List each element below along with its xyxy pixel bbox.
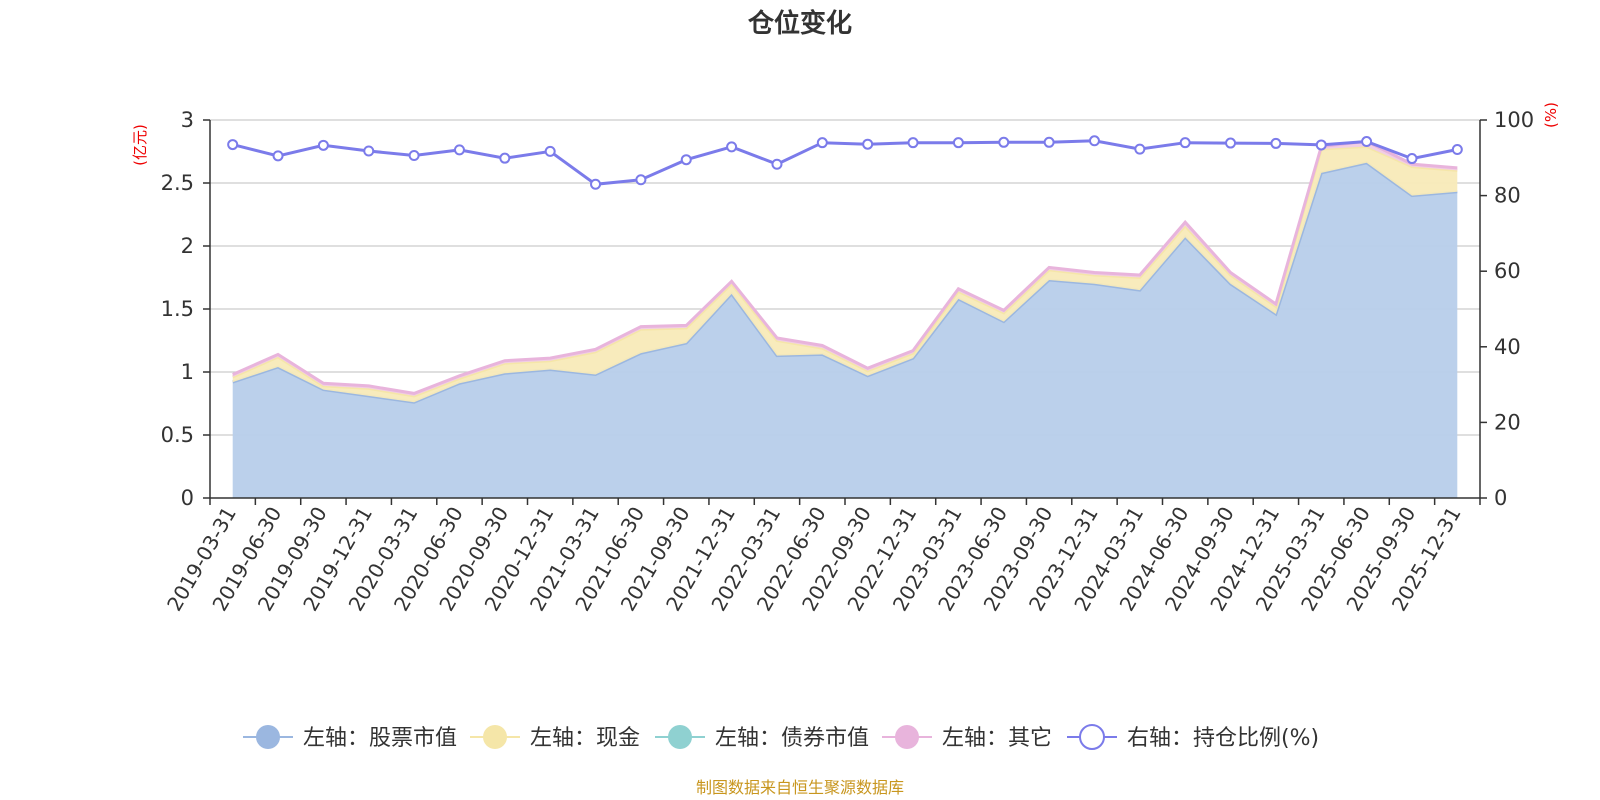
ratio-point xyxy=(952,137,964,149)
left-tick-label: 1.5 xyxy=(161,297,194,321)
ratio-series xyxy=(227,135,1463,190)
ratio-point xyxy=(272,150,284,162)
ratio-point xyxy=(544,145,556,157)
ratio-point xyxy=(907,137,919,149)
ratio-point xyxy=(1043,136,1055,148)
ratio-point xyxy=(317,139,329,151)
legend-marker-2 xyxy=(668,725,692,749)
ratio-point xyxy=(227,139,239,151)
source-note: 制图数据来自恒生聚源数据库 xyxy=(696,778,904,797)
ratio-point xyxy=(363,145,375,157)
ratio-point xyxy=(1179,137,1191,149)
legend-marker-4 xyxy=(1079,724,1105,750)
left-tick-label: 3 xyxy=(181,108,194,132)
area-series xyxy=(232,139,1458,499)
ratio-point xyxy=(1270,137,1282,149)
ratio-point xyxy=(771,158,783,170)
ratio-point xyxy=(1451,143,1463,155)
left-tick-label: 0 xyxy=(181,486,194,510)
legend-marker-0 xyxy=(256,725,280,749)
ratio-point xyxy=(453,144,465,156)
x-axis-ticks: 2019-03-312019-06-302019-09-302019-12-31… xyxy=(162,498,1481,615)
left-axis-unit: (亿元) xyxy=(131,124,149,166)
right-tick-label: 40 xyxy=(1494,335,1521,359)
legend-label-2: 左轴：债券市值 xyxy=(715,726,869,751)
legend-label-3: 左轴：其它 xyxy=(942,726,1052,751)
left-tick-label: 1 xyxy=(181,360,194,384)
ratio-point xyxy=(1315,139,1327,151)
right-tick-label: 20 xyxy=(1494,410,1521,434)
left-axis-ticks: 0 0.5 1 1.5 2 2.5 3 xyxy=(161,108,210,510)
legend-label-1: 左轴：现金 xyxy=(530,726,640,751)
legend-marker-1 xyxy=(483,725,507,749)
ratio-point xyxy=(998,136,1010,148)
right-tick-label: 60 xyxy=(1494,259,1521,283)
ratio-point xyxy=(635,174,647,186)
ratio-point xyxy=(862,138,874,150)
area-line-3 xyxy=(232,139,1458,395)
ratio-point xyxy=(1406,153,1418,165)
left-tick-label: 2.5 xyxy=(161,171,194,195)
left-tick-label: 0.5 xyxy=(161,423,194,447)
legend-label-4: 右轴：持仓比例(%) xyxy=(1127,726,1319,751)
area-0 xyxy=(232,162,1458,499)
ratio-point xyxy=(499,152,511,164)
left-tick-label: 2 xyxy=(181,234,194,258)
ratio-line xyxy=(232,139,1458,186)
ratio-point xyxy=(590,178,602,190)
ratio-point xyxy=(1361,136,1373,148)
ratio-point xyxy=(1088,135,1100,147)
chart-title: 仓位变化 xyxy=(747,8,852,39)
right-axis-ticks: 0 20 40 60 80 100 xyxy=(1480,108,1534,510)
right-axis-unit: (%) xyxy=(1542,102,1560,128)
legend: 左轴：股票市值 左轴：现金 左轴：债券市值 左轴：其它 右轴：持仓比例(%) xyxy=(243,724,1319,751)
right-tick-label: 0 xyxy=(1494,486,1507,510)
ratio-point xyxy=(726,141,738,153)
ratio-point xyxy=(680,154,692,166)
right-tick-label: 100 xyxy=(1494,108,1534,132)
legend-marker-3 xyxy=(895,725,919,749)
ratio-point xyxy=(816,137,828,149)
ratio-point xyxy=(1134,143,1146,155)
ratio-point xyxy=(1225,137,1237,149)
legend-label-0: 左轴：股票市值 xyxy=(303,726,457,751)
right-tick-label: 80 xyxy=(1494,184,1521,208)
ratio-point xyxy=(408,150,420,162)
